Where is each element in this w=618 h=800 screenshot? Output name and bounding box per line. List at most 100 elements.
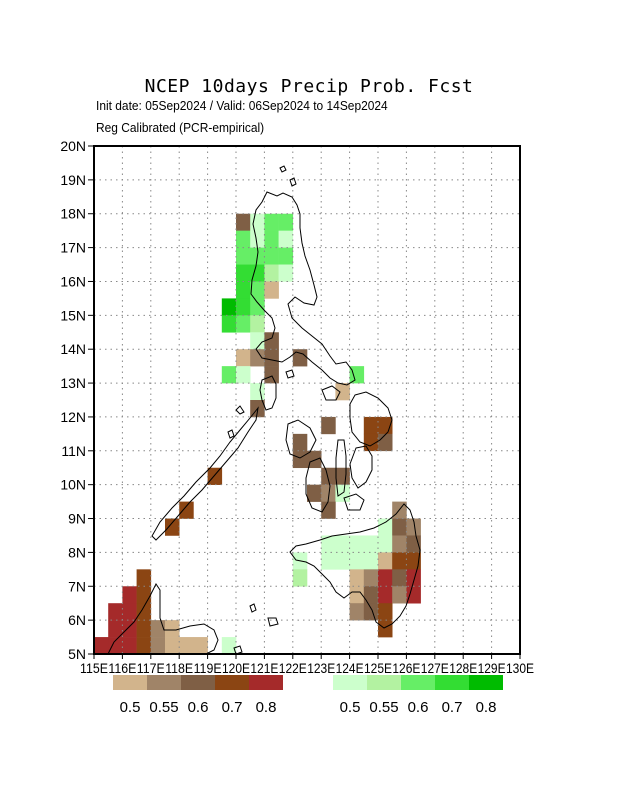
prob-cell — [278, 247, 294, 265]
colorbar-swatch — [367, 675, 401, 690]
prob-cell — [250, 298, 265, 316]
prob-cell — [363, 603, 379, 621]
lat-label: 5N — [68, 646, 86, 662]
prob-cell — [250, 315, 265, 333]
prob-cell — [321, 552, 336, 570]
prob-cell — [136, 637, 152, 655]
colorbar-label: 0.8 — [476, 699, 497, 716]
prob-cell — [250, 213, 265, 231]
prob-cell — [335, 383, 350, 401]
prob-cell — [349, 366, 365, 384]
prob-cell — [349, 535, 365, 553]
prob-cell — [221, 637, 237, 655]
colorbar-swatch — [333, 675, 367, 690]
prob-cell — [321, 501, 336, 519]
lon-label: 119E — [194, 660, 222, 676]
prob-cell — [378, 620, 393, 638]
prob-cell — [122, 603, 137, 621]
prob-cell — [136, 569, 152, 587]
lat-label: 16N — [60, 273, 86, 289]
lat-label: 7N — [68, 578, 86, 594]
prob-cell — [108, 603, 123, 621]
lon-label: 122E — [279, 660, 307, 676]
lon-label: 120E — [222, 660, 250, 676]
prob-cell — [207, 467, 223, 485]
prob-cell — [179, 637, 194, 655]
lon-label: 124E — [336, 660, 364, 676]
probability-cells — [94, 213, 421, 655]
prob-cell — [264, 230, 279, 248]
lon-label: 121E — [250, 660, 278, 676]
prob-cell — [136, 586, 152, 604]
lat-label: 9N — [68, 511, 86, 527]
prob-cell — [335, 467, 350, 485]
prob-cell — [165, 620, 180, 638]
prob-cell — [122, 637, 137, 655]
colorbar-label: 0.55 — [149, 699, 178, 716]
lon-label: 130E — [506, 660, 534, 676]
prob-cell — [264, 264, 279, 282]
prob-cell — [136, 620, 152, 638]
prob-cell — [236, 264, 251, 282]
colorbar-label: 0.7 — [222, 699, 243, 716]
prob-cell — [349, 586, 365, 604]
prob-cell — [378, 518, 393, 536]
prob-cell — [335, 552, 350, 570]
subtitle-dates: Init date: 05Sep2024 / Valid: 06Sep2024 … — [96, 98, 388, 113]
prob-cell — [264, 366, 279, 384]
prob-cell — [250, 332, 265, 350]
prob-cell — [378, 433, 393, 452]
prob-cell — [264, 332, 279, 350]
colorbar-swatch — [469, 675, 503, 690]
prob-cell — [307, 450, 322, 469]
prob-cell — [250, 230, 265, 248]
colorbar-label: 0.5 — [340, 699, 361, 716]
prob-cell — [392, 535, 407, 553]
prob-cell — [264, 281, 279, 299]
prob-cell — [108, 620, 123, 638]
lon-label: 115E — [80, 660, 108, 676]
prob-cell — [406, 586, 421, 604]
colorbar-swatch — [215, 675, 249, 690]
lat-label: 10N — [60, 477, 86, 493]
colorbar-label: 0.7 — [442, 699, 463, 716]
lat-label: 20N — [60, 138, 86, 154]
prob-cell — [264, 247, 279, 265]
colorbar-dry: 0.5 0.55 0.6 0.7 0.8 — [113, 675, 283, 716]
prob-cell — [221, 298, 237, 316]
lon-label: 116E — [108, 660, 136, 676]
prob-cell — [236, 366, 251, 384]
latitude-labels: 5N 6N 7N 8N 9N 10N 11N 12N 13N 14N 15N 16N 17N 18N 19N… — [60, 138, 94, 662]
prob-cell — [321, 535, 336, 553]
colorbar-label: 0.6 — [188, 699, 209, 716]
lon-label: 126E — [392, 660, 420, 676]
lat-label: 18N — [60, 206, 86, 222]
lat-label: 11N — [61, 443, 86, 459]
prob-cell — [335, 535, 350, 553]
prob-cell — [363, 416, 379, 435]
lon-label: 123E — [307, 660, 335, 676]
prob-cell — [264, 349, 279, 367]
prob-cell — [165, 637, 180, 655]
prob-cell — [363, 433, 379, 452]
colorbar-swatch — [181, 675, 215, 690]
prob-cell — [150, 637, 166, 655]
prob-cell — [278, 230, 294, 248]
colorbar-label: 0.55 — [369, 699, 398, 716]
coastline — [107, 165, 421, 655]
prob-cell — [94, 637, 109, 655]
prob-cell — [363, 552, 379, 570]
lon-label: 117E — [137, 660, 165, 676]
prob-cell — [221, 315, 237, 333]
prob-cell — [292, 349, 308, 367]
prob-cell — [363, 569, 379, 587]
lat-label: 17N — [60, 240, 86, 256]
prob-cell — [406, 569, 421, 587]
prob-cell — [292, 433, 308, 452]
prob-cell — [349, 603, 365, 621]
prob-cell — [378, 586, 393, 604]
prob-cell — [236, 281, 251, 299]
colorbar-swatch — [147, 675, 181, 690]
lat-label: 15N — [60, 307, 86, 323]
